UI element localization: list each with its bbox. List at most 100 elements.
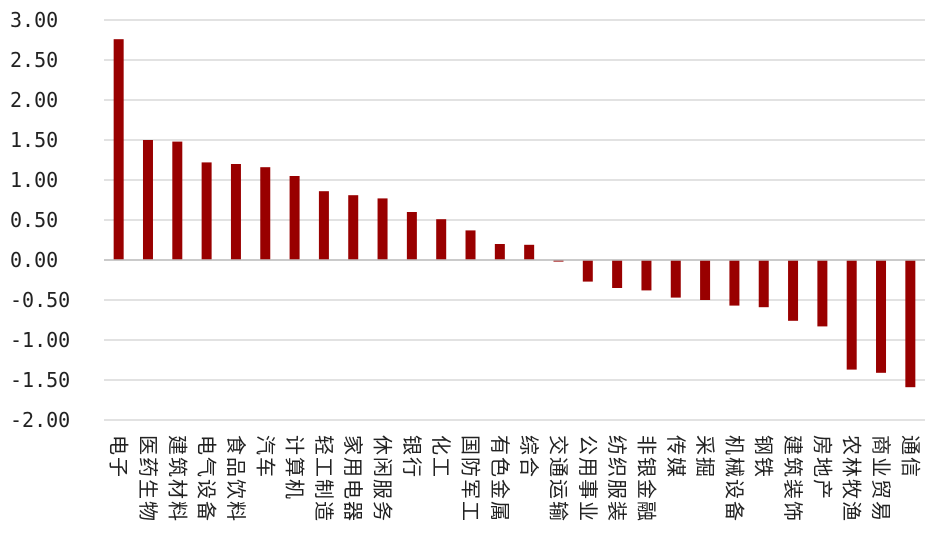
svg-text:信: 信 <box>898 457 922 477</box>
y-tick-label: 0.50 <box>10 208 58 232</box>
svg-text:电: 电 <box>107 435 131 455</box>
svg-text:房: 房 <box>810 435 834 455</box>
svg-text:休: 休 <box>371 435 395 455</box>
x-tick-label: 农林牧渔农林牧渔 <box>840 435 864 521</box>
svg-text:综: 综 <box>517 435 541 455</box>
svg-text:电: 电 <box>341 479 365 499</box>
svg-text:业: 业 <box>869 457 893 477</box>
bar <box>670 260 681 298</box>
svg-text:合: 合 <box>517 457 541 477</box>
x-tick-label: 有色金属有色金属 <box>488 435 512 521</box>
svg-text:用: 用 <box>576 457 600 477</box>
x-tick-label: 交通运输交通运输 <box>546 435 570 521</box>
x-tick-label: 采掘采掘 <box>693 435 717 477</box>
svg-text:建: 建 <box>165 435 189 455</box>
y-tick-labels: 3.00 2.50 2.00 1.50 1.00 0.50 0.00 -0.50 -1.00 -1… <box>10 8 70 432</box>
bars <box>113 39 916 388</box>
svg-text:服: 服 <box>371 479 395 499</box>
x-tick-label: 纺织服装纺织服装 <box>605 435 629 521</box>
x-tick-label: 商业贸易商业贸易 <box>869 435 893 521</box>
bar <box>582 260 593 282</box>
bar <box>553 260 564 262</box>
svg-text:备: 备 <box>195 501 219 521</box>
y-tick-label: -2.00 <box>10 408 70 432</box>
svg-text:材: 材 <box>165 479 189 499</box>
bar <box>465 230 476 260</box>
x-tick-label: 食品饮料食品饮料 <box>224 435 248 521</box>
svg-text:色: 色 <box>488 457 512 477</box>
bar <box>817 260 828 327</box>
svg-text:化: 化 <box>429 435 453 455</box>
svg-text:产: 产 <box>810 479 834 499</box>
svg-text:金: 金 <box>634 479 658 499</box>
svg-text:料: 料 <box>224 501 248 521</box>
svg-text:运: 运 <box>546 479 570 499</box>
svg-text:气: 气 <box>195 457 219 477</box>
bar <box>348 195 359 260</box>
bar <box>524 244 535 260</box>
svg-text:事: 事 <box>576 479 600 499</box>
svg-text:机: 机 <box>283 479 307 499</box>
svg-text:通: 通 <box>898 435 922 455</box>
x-tick-label: 房地产房地产 <box>810 435 834 499</box>
x-tick-label: 传媒传媒 <box>664 435 688 477</box>
bar <box>846 260 857 370</box>
x-tick-label: 非银金融非银金融 <box>634 435 658 521</box>
x-tick-label: 银行银行 <box>400 435 424 477</box>
bar <box>406 212 417 260</box>
bar <box>494 244 505 260</box>
y-tick-label: 2.00 <box>10 88 58 112</box>
svg-text:设: 设 <box>195 479 219 499</box>
svg-text:用: 用 <box>341 457 365 477</box>
bar <box>260 167 271 260</box>
bar <box>377 198 388 260</box>
svg-text:钢: 钢 <box>752 435 776 455</box>
x-tick-label: 公用事业公用事业 <box>576 435 600 521</box>
svg-text:车: 车 <box>253 457 277 477</box>
svg-text:媒: 媒 <box>664 457 688 477</box>
svg-text:服: 服 <box>605 479 629 499</box>
svg-text:生: 生 <box>136 479 160 499</box>
bar <box>641 260 652 291</box>
svg-text:商: 商 <box>869 435 893 455</box>
svg-text:织: 织 <box>605 457 629 477</box>
svg-text:银: 银 <box>400 435 424 455</box>
svg-text:业: 业 <box>576 501 600 521</box>
svg-text:国: 国 <box>459 435 483 455</box>
svg-text:地: 地 <box>810 457 834 477</box>
svg-text:采: 采 <box>693 435 717 455</box>
bar <box>201 162 212 260</box>
x-tick-label: 电子电子 <box>107 435 131 477</box>
y-tick-label: 1.50 <box>10 128 58 152</box>
bar <box>612 260 623 288</box>
x-tick-label: 医药生物医药生物 <box>136 435 160 521</box>
x-tick-label: 电气设备电气设备 <box>195 435 219 521</box>
svg-text:备: 备 <box>722 501 746 521</box>
svg-text:输: 输 <box>546 501 570 521</box>
x-tick-label: 化工化工 <box>429 435 453 477</box>
svg-text:装: 装 <box>781 479 805 499</box>
svg-text:贸: 贸 <box>869 479 893 499</box>
svg-text:械: 械 <box>722 457 746 477</box>
svg-text:工: 工 <box>459 501 483 521</box>
svg-text:易: 易 <box>869 501 893 521</box>
svg-text:饰: 饰 <box>781 501 805 521</box>
bar <box>142 140 153 260</box>
x-tick-label: 通信通信 <box>898 435 922 477</box>
svg-text:家: 家 <box>341 435 365 455</box>
bar <box>788 260 799 321</box>
svg-text:务: 务 <box>371 501 395 521</box>
svg-text:汽: 汽 <box>253 435 277 455</box>
x-tick-label: 汽车汽车 <box>253 435 277 477</box>
x-tick-label: 综合综合 <box>517 435 541 477</box>
y-tick-label: 2.50 <box>10 48 58 72</box>
svg-text:筑: 筑 <box>781 457 805 477</box>
svg-text:铁: 铁 <box>752 457 776 477</box>
svg-text:掘: 掘 <box>693 457 717 477</box>
x-tick-label: 国防军工国防军工 <box>459 435 483 521</box>
svg-text:造: 造 <box>312 501 336 521</box>
x-tick-label: 建筑材料建筑材料 <box>165 435 189 521</box>
svg-text:电: 电 <box>195 435 219 455</box>
